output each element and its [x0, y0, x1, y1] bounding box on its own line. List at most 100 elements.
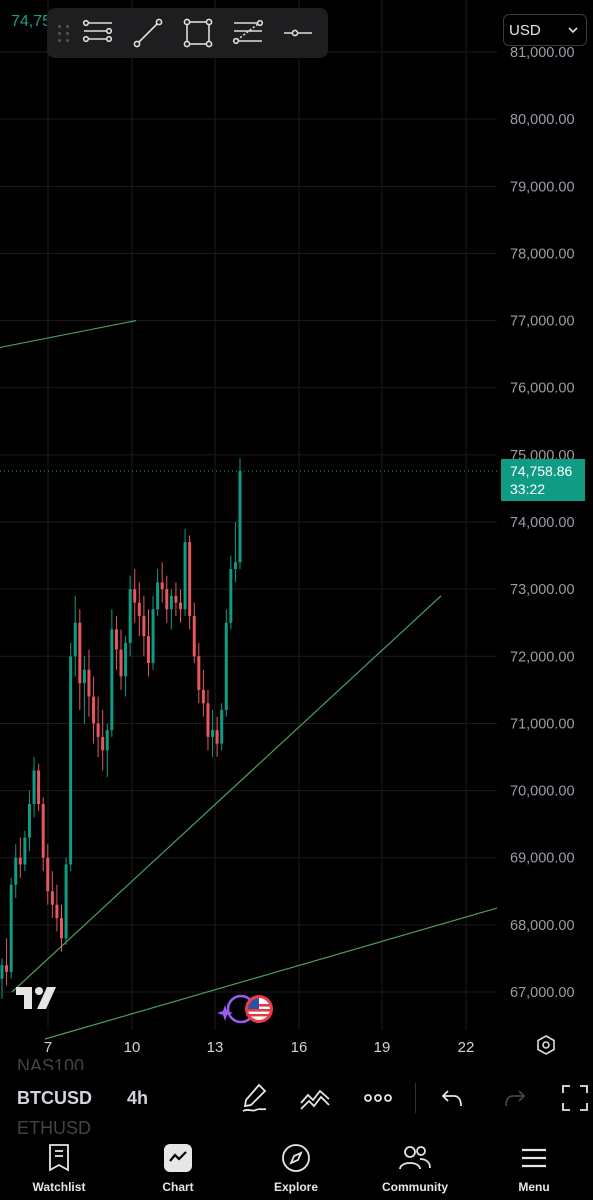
symbol-prev[interactable]: NAS100 3h [17, 1056, 84, 1070]
x-tick-label: 7 [44, 1039, 52, 1056]
undo-icon[interactable] [434, 1080, 470, 1116]
interval-button[interactable]: 4h [127, 1088, 149, 1108]
candle-body [64, 864, 68, 939]
candle-body [224, 622, 228, 711]
chart-icon [163, 1140, 193, 1176]
candle-body [32, 770, 36, 805]
candle-body [114, 629, 118, 650]
candle-body [211, 730, 215, 737]
x-tick-label: 19 [374, 1039, 391, 1056]
draw-pen-icon[interactable] [237, 1080, 273, 1116]
fib-icon[interactable] [223, 8, 273, 58]
symbol-bar: NAS100 3h BTCUSD 4h ETHUSD 1D [0, 1056, 593, 1138]
candle-body [174, 595, 178, 603]
y-tick-label: 79,000.00 [510, 179, 575, 195]
us-flag-icon [245, 995, 273, 1023]
candle-body [238, 471, 242, 563]
candle-body [50, 891, 54, 905]
candle-body [215, 730, 219, 744]
trend-line [44, 907, 498, 1040]
candle-body [119, 649, 123, 677]
candle-body [92, 696, 96, 724]
watchlist-icon [47, 1140, 71, 1176]
candle-body [169, 595, 173, 610]
nav-watchlist[interactable]: Watchlist [9, 1138, 109, 1200]
candle-body [192, 616, 196, 657]
nav-label: Explore [273, 1180, 318, 1194]
candle-body [5, 965, 9, 972]
y-tick-label: 78,000.00 [510, 246, 575, 262]
currency-value: USD [509, 21, 541, 39]
nav-label: Menu [518, 1180, 550, 1194]
x-tick-label: 22 [458, 1039, 475, 1056]
bar-countdown: 33:22 [510, 481, 546, 497]
nav-chart[interactable]: Chart [128, 1138, 228, 1200]
currency-select[interactable]: USD [503, 14, 587, 46]
toolbar-divider [415, 1083, 416, 1113]
candle-body [201, 689, 205, 704]
chevron-down-icon [568, 27, 578, 34]
y-tick-label: 69,000.00 [510, 851, 575, 867]
candle-body [179, 602, 182, 610]
candle-body [137, 602, 141, 617]
candle-body [142, 616, 146, 637]
drag-handle-icon[interactable] [55, 23, 73, 43]
y-tick-label: 70,000.00 [510, 784, 575, 800]
candle-body [165, 589, 169, 610]
rectangle-icon[interactable] [173, 8, 223, 58]
candle-body [82, 669, 86, 684]
bottom-navigation: Watchlist Chart Explore Community [0, 1138, 593, 1200]
symbol-next[interactable]: ETHUSD 1D [17, 1118, 91, 1138]
candle-body [156, 582, 160, 610]
last-price-value: 74,758.86 [510, 463, 573, 479]
candle-body [124, 642, 128, 677]
candle-body [9, 884, 13, 972]
nav-explore[interactable]: Explore [246, 1138, 346, 1200]
redo-icon[interactable] [497, 1080, 533, 1116]
x-tick-label: 13 [207, 1039, 224, 1056]
candle-body [133, 589, 137, 603]
candle-body [96, 723, 100, 737]
candle-body [60, 918, 63, 939]
line-icon[interactable] [123, 8, 173, 58]
trend-line [11, 595, 442, 993]
candle-body [69, 656, 73, 865]
candle-body [197, 656, 201, 690]
compass-icon [281, 1140, 311, 1176]
y-tick-label: 81,000.00 [510, 45, 575, 61]
x-tick-label: 10 [124, 1039, 141, 1056]
candle-body [229, 569, 233, 623]
nav-label: Community [382, 1180, 448, 1194]
candle-body [37, 770, 41, 805]
candle-body [14, 857, 18, 885]
last-price-tag: 74,758.86 33:22 [501, 459, 585, 501]
chart-canvas[interactable]: 67,000.00 68,000.00 69,000.00 70,000.00 71,0… [0, 0, 593, 1062]
chart-settings-button[interactable] [532, 1031, 560, 1059]
horizontal-ray-icon[interactable] [273, 8, 323, 58]
price-chart[interactable]: 67,000.00 68,000.00 69,000.00 70,000.00 71,0… [0, 0, 593, 1062]
fullscreen-icon[interactable] [557, 1080, 593, 1116]
symbol-current[interactable]: BTCUSD [17, 1088, 92, 1109]
candle-body [151, 609, 155, 664]
community-icon [398, 1140, 432, 1176]
settings-icon [537, 1035, 555, 1055]
trend-lines-icon[interactable] [73, 8, 123, 58]
indicators-icon[interactable] [297, 1080, 333, 1116]
event-markers[interactable] [213, 992, 277, 1026]
nav-label: Chart [162, 1180, 194, 1194]
more-icon[interactable] [360, 1080, 396, 1116]
x-tick-label: 16 [291, 1039, 308, 1056]
candle-body [101, 736, 105, 751]
trend-line [0, 320, 137, 349]
corner-price-label: 74,758.86 [11, 13, 47, 30]
nav-community[interactable]: Community [365, 1138, 465, 1200]
y-tick-label: 77,000.00 [510, 314, 575, 330]
nav-menu[interactable]: Menu [484, 1138, 584, 1200]
symbol-prev-name: NAS100 [17, 1056, 85, 1070]
y-tick-label: 73,000.00 [510, 582, 575, 598]
candle-body [0, 965, 4, 979]
candle-body [87, 669, 91, 697]
candle-body [206, 703, 210, 737]
candle-body [146, 636, 150, 664]
candle-body [78, 622, 82, 684]
